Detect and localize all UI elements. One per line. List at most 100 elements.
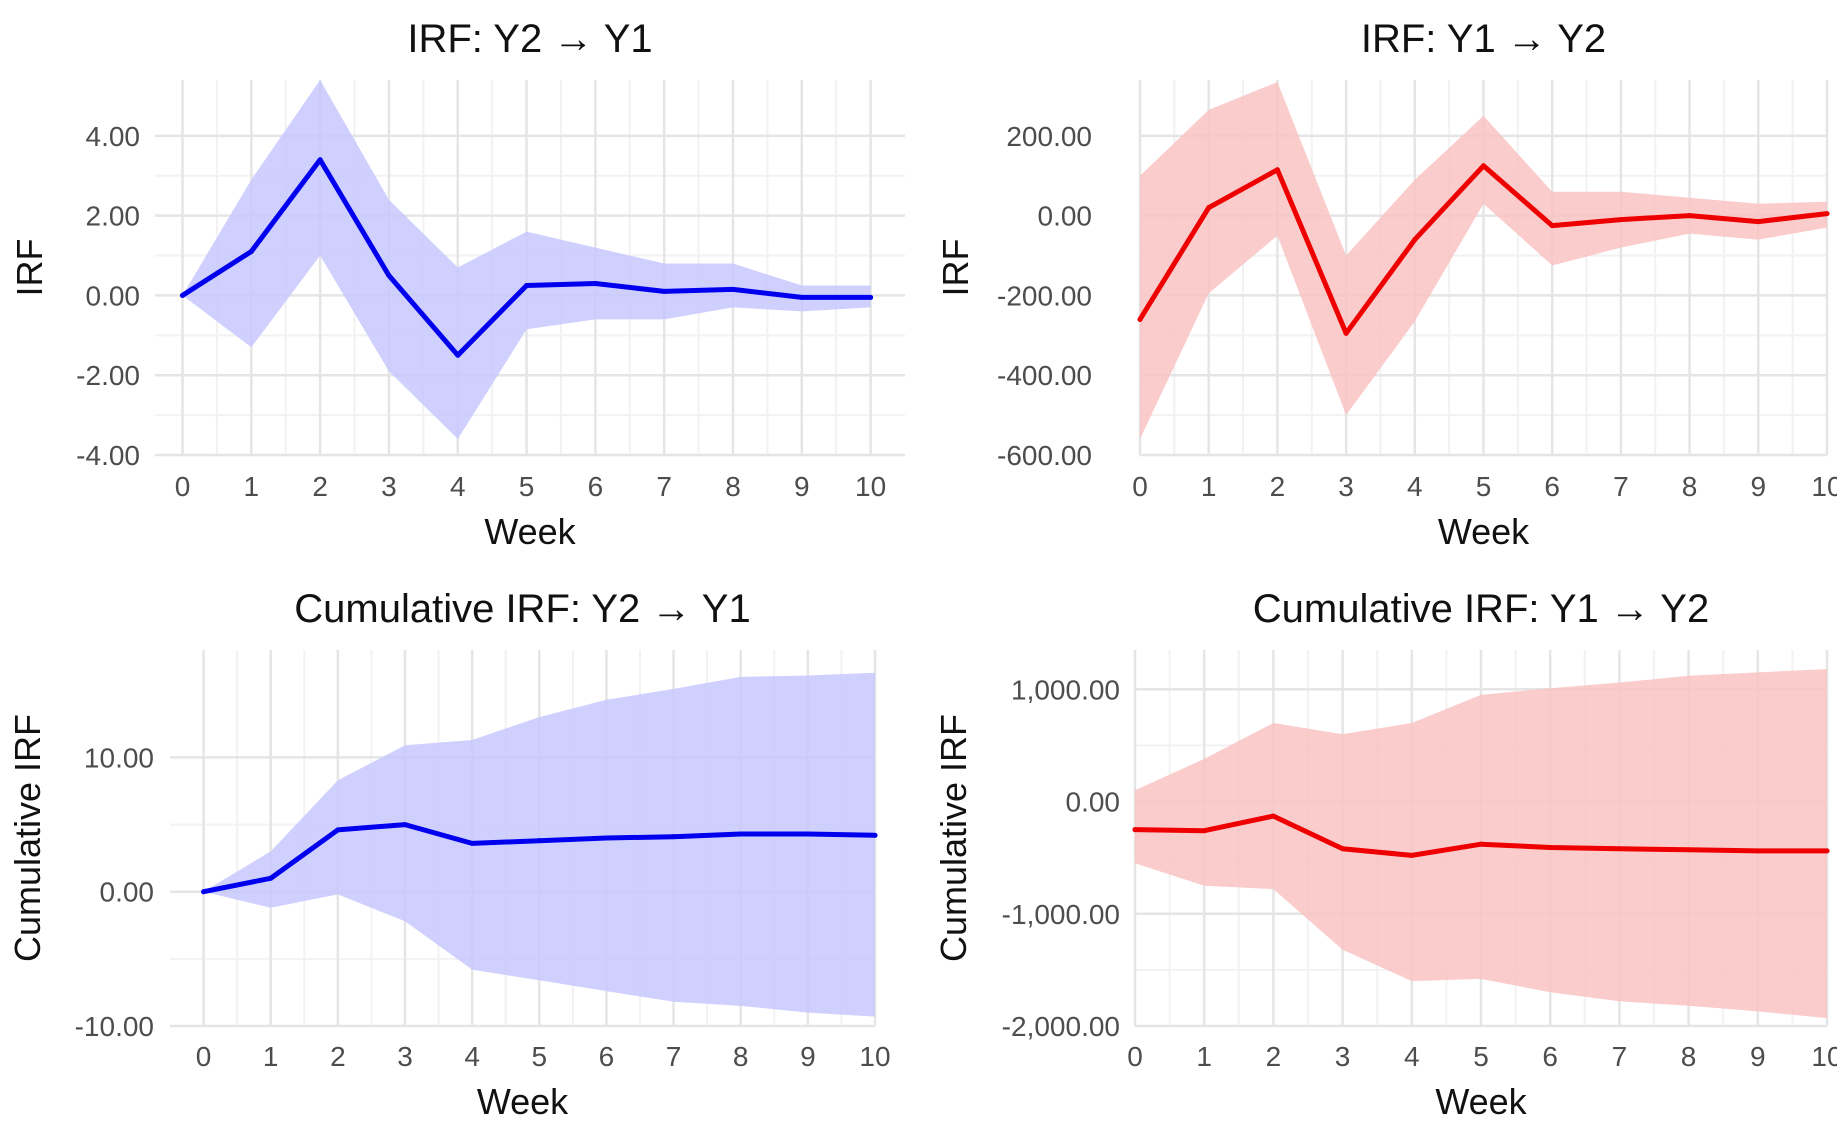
x-axis-label: Week (1435, 1081, 1527, 1122)
data-point (1547, 845, 1553, 851)
x-tick-label: 9 (794, 471, 810, 502)
x-tick-label: 0 (1132, 471, 1148, 502)
chart-title: IRF: Y1 → Y2 (1361, 17, 1606, 61)
data-point (868, 294, 874, 300)
data-point (1132, 827, 1138, 833)
chart-panel-2: IRF: Y1 → Y2 0 1 2 3 4 5 6 7 8 9 10 200.00 0.00 -200.0… (935, 17, 1837, 552)
data-point (1687, 213, 1693, 219)
data-point (386, 272, 392, 278)
y-tick-label: 200.00 (1006, 121, 1092, 152)
x-axis-label: Week (477, 1081, 569, 1122)
x-tick-label: 5 (531, 1041, 547, 1072)
x-tick-label: 9 (1750, 1041, 1766, 1072)
x-tick-label: 8 (1682, 471, 1698, 502)
x-tick-label: 1 (244, 471, 260, 502)
confidence-band (182, 80, 871, 439)
data-point (1755, 848, 1761, 854)
data-point (524, 282, 530, 288)
y-tick-label: -600.00 (997, 440, 1092, 471)
x-tick-label: 9 (800, 1041, 816, 1072)
data-point (1478, 841, 1484, 847)
x-tick-label: 3 (1338, 471, 1354, 502)
x-tick-label: 5 (1473, 1041, 1489, 1072)
x-tick-label: 0 (175, 471, 191, 502)
chart-panel-1: IRF: Y2 → Y1 0 1 2 3 4 5 6 7 8 9 10 4.00 2.00 0.00 -2.0… (9, 17, 905, 552)
x-tick-label: 3 (1335, 1041, 1351, 1072)
y-tick-label: 10.00 (84, 742, 154, 773)
data-point (536, 838, 542, 844)
data-point (335, 827, 341, 833)
y-tick-label: -200.00 (997, 280, 1092, 311)
y-tick-label: 0.00 (1038, 201, 1093, 232)
x-tick-label: 2 (1270, 471, 1286, 502)
data-point (1824, 848, 1830, 854)
y-axis-label: Cumulative IRF (7, 714, 48, 962)
x-tick-label: 1 (1196, 1041, 1212, 1072)
data-point (1343, 330, 1349, 336)
x-tick-label: 3 (397, 1041, 413, 1072)
x-tick-label: 7 (656, 471, 672, 502)
data-point (1755, 219, 1761, 225)
confidence-band (1140, 82, 1827, 439)
data-point (1340, 846, 1346, 852)
data-point (1824, 211, 1830, 217)
chart-title: IRF: Y2 → Y1 (407, 17, 652, 61)
data-point (1412, 237, 1418, 243)
y-tick-label: -2,000.00 (1002, 1011, 1120, 1042)
data-point (671, 834, 677, 840)
x-tick-label: 5 (519, 471, 535, 502)
y-axis-label: IRF (9, 239, 50, 297)
x-tick-label: 10 (859, 1041, 890, 1072)
x-tick-label: 0 (196, 1041, 212, 1072)
x-tick-label: 2 (312, 471, 328, 502)
data-point (248, 249, 254, 255)
data-point (738, 831, 744, 837)
data-point (730, 286, 736, 292)
data-point (1270, 813, 1276, 819)
data-point (1206, 205, 1212, 211)
x-axis-label: Week (484, 511, 576, 552)
x-tick-label: 8 (725, 471, 741, 502)
x-tick-label: 6 (599, 1041, 615, 1072)
y-tick-label: 2.00 (86, 201, 141, 232)
confidence-band (203, 672, 876, 1017)
data-point (1481, 163, 1486, 169)
x-tick-label: 10 (1811, 1041, 1837, 1072)
data-point (1137, 316, 1143, 322)
x-tick-label: 2 (1266, 1041, 1282, 1072)
data-point (317, 157, 323, 163)
data-point (1274, 167, 1280, 173)
data-point (592, 280, 598, 286)
x-tick-label: 2 (330, 1041, 346, 1072)
x-tick-label: 1 (263, 1041, 279, 1072)
chart-title: Cumulative IRF: Y1 → Y2 (1253, 587, 1709, 631)
y-tick-label: -4.00 (76, 440, 140, 471)
chart-title: Cumulative IRF: Y2 → Y1 (294, 587, 750, 631)
data-point (603, 835, 609, 841)
x-tick-label: 4 (450, 471, 466, 502)
x-tick-label: 7 (666, 1041, 682, 1072)
x-tick-label: 8 (733, 1041, 749, 1072)
y-tick-label: -400.00 (997, 360, 1092, 391)
data-point (1549, 223, 1555, 229)
data-point (1686, 847, 1692, 853)
data-point (201, 889, 207, 895)
data-point (1616, 846, 1622, 852)
x-axis-label: Week (1438, 511, 1530, 552)
y-axis-label: Cumulative IRF (933, 714, 974, 962)
data-point (661, 288, 667, 294)
data-point (1618, 217, 1624, 223)
x-tick-label: 9 (1751, 471, 1767, 502)
x-tick-label: 4 (464, 1041, 480, 1072)
y-tick-label: -1,000.00 (1002, 899, 1120, 930)
data-point (268, 875, 274, 881)
y-axis-label: IRF (935, 239, 976, 297)
chart-panel-4: Cumulative IRF: Y1 → Y2 0 1 2 3 4 5 6 7 8 9 10 1,000… (933, 587, 1837, 1122)
x-tick-label: 0 (1127, 1041, 1143, 1072)
y-tick-label: 1,000.00 (1011, 674, 1120, 705)
data-point (469, 840, 475, 846)
y-tick-label: 0.00 (86, 280, 141, 311)
data-point (180, 292, 186, 298)
data-point (805, 831, 811, 837)
